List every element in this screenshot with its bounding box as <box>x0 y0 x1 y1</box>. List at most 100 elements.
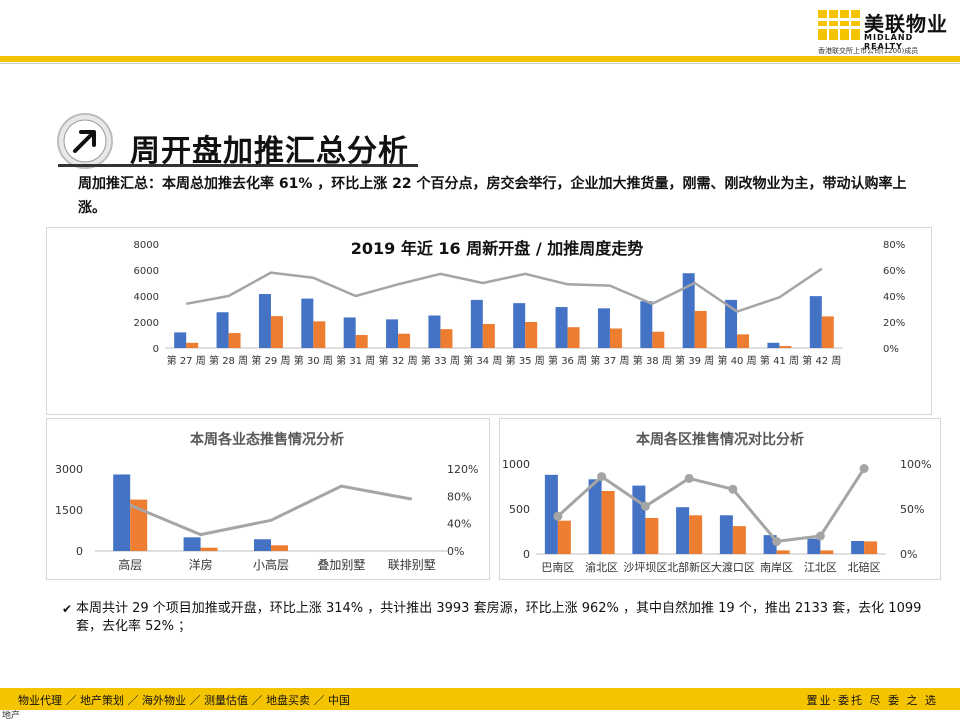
x-tick-label: 沙坪坝区 <box>623 560 667 574</box>
header-yellow-band <box>0 56 960 62</box>
bar-series-1 <box>113 474 131 551</box>
bar-series-2 <box>779 346 792 348</box>
line-series-rate <box>129 484 413 537</box>
y-tick-label: 0 <box>523 548 530 561</box>
district-chart: 本周各区推售情况对比分析050010000%50%100%巴南区 渝北区 沙坪坝区北… <box>502 431 931 574</box>
bar-series-1 <box>767 342 780 348</box>
bar-series-2 <box>398 333 411 348</box>
bar-series-2 <box>355 335 368 348</box>
bar-series-2 <box>567 327 580 348</box>
line-series-rate <box>556 467 866 543</box>
y-tick-label: 0 <box>76 545 83 558</box>
bar-series-1 <box>682 273 695 348</box>
x-tick-label: 小高层 <box>253 557 289 572</box>
y2-tick-label: 50% <box>900 503 924 516</box>
x-tick-label: 第 35 周 <box>506 354 545 367</box>
x-tick-label: 第 39 周 <box>675 354 714 367</box>
bar-series-1 <box>809 296 822 348</box>
bar-series-1 <box>428 315 441 348</box>
y2-tick-label: 0% <box>447 545 464 558</box>
x-tick-label: 第 29 周 <box>251 354 290 367</box>
bar-series-1 <box>725 299 738 348</box>
bar-series-1 <box>258 294 271 348</box>
x-tick-label: 第 37 周 <box>590 354 629 367</box>
corner-label: 地产 <box>2 711 21 721</box>
y2-tick-label: 0% <box>900 548 917 561</box>
logo-sub-text: 香港联交所上市公司(1200)成员 <box>818 47 919 55</box>
bar-series-1 <box>676 507 690 554</box>
bar-series-2 <box>482 323 495 348</box>
weekly-trend-chart: 2019 年近 16 周新开盘 / 加推周度走势 0 2000 4000 6000 800… <box>134 239 906 367</box>
y-tick-label: 500 <box>509 503 530 516</box>
line-point <box>597 472 607 482</box>
line-point <box>728 484 738 494</box>
bar-series-1 <box>544 474 558 554</box>
bar-series-1 <box>254 539 271 551</box>
y-tick-label: 8000 <box>134 240 159 251</box>
bar-series-2 <box>271 545 288 551</box>
bar-series-1 <box>851 540 865 554</box>
property-type-chart: 本周各业态推售情况分析 0 1500 3000 0% 40% 80% 120% 高层 洋房 小高层 叠… <box>55 431 478 572</box>
bar-series-1 <box>719 515 733 554</box>
x-tick-label: 北部新区 <box>667 560 711 574</box>
header-divider <box>0 63 960 64</box>
line-point <box>553 511 563 521</box>
y2-tick-label: 40% <box>447 518 471 531</box>
bar-series-2 <box>525 322 538 348</box>
bar-series-1 <box>470 299 483 348</box>
bar-series-1 <box>640 301 653 348</box>
x-tick-label: 南岸区 <box>760 561 793 574</box>
bar-series-1 <box>555 307 568 348</box>
chart-title: 2019 年近 16 周新开盘 / 加推周度走势 <box>351 239 644 258</box>
chart-title: 本周各区推售情况对比分析 <box>636 431 804 448</box>
chart-title: 本周各业态推售情况分析 <box>190 431 344 448</box>
logo-en-text: MIDLAND REALTY <box>864 33 914 51</box>
bar-series-1 <box>807 538 821 554</box>
y-tick-label: 1500 <box>55 504 83 517</box>
bar-series-2 <box>652 331 665 348</box>
bar-series-1 <box>386 319 399 348</box>
checkmark-icon: ✔ <box>62 602 73 616</box>
arrow-badge-icon <box>57 113 113 169</box>
line-point <box>640 501 650 511</box>
x-tick-label: 第 41 周 <box>760 354 799 367</box>
bar-series-2 <box>200 547 218 551</box>
y2-tick-label: 80% <box>447 490 471 503</box>
bar-series-2 <box>645 518 659 554</box>
y-tick-label: 2000 <box>134 318 159 329</box>
y-tick-label: 6000 <box>134 266 159 277</box>
x-tick-label: 第 30 周 <box>294 354 333 367</box>
bar-series-2 <box>737 334 750 348</box>
line-point <box>772 536 782 546</box>
bar-series-2 <box>689 515 703 554</box>
bar-series-2 <box>557 520 571 554</box>
x-tick-label: 叠加别墅 <box>317 558 365 572</box>
bar-series-1 <box>174 332 187 348</box>
x-tick-label: 第 42 周 <box>802 354 841 367</box>
y-tick-label: 4000 <box>134 292 159 303</box>
x-tick-label: 大渡口区 <box>711 560 755 574</box>
page-title: 周开盘加推汇总分析 <box>130 134 409 169</box>
midland-logo-mark-icon <box>818 10 860 40</box>
bar-series-1 <box>632 485 646 554</box>
y-tick-label: 3000 <box>55 463 83 476</box>
bar-series-2 <box>440 329 453 348</box>
y2-tick-label: 80% <box>883 240 905 251</box>
bar-series-2 <box>776 550 790 554</box>
x-tick-label: 江北区 <box>804 561 837 574</box>
bar-series-2 <box>821 316 834 348</box>
x-tick-label: 第 31 周 <box>336 354 375 367</box>
y2-tick-label: 20% <box>883 318 905 329</box>
line-point <box>815 531 825 541</box>
bar-series-2 <box>864 541 878 554</box>
bar-series-1 <box>216 312 229 348</box>
x-tick-label: 第 40 周 <box>718 354 757 367</box>
bar-series-2 <box>270 316 283 348</box>
note-paragraph: ✔ 本周共计 29 个项目加推或开盘，环比上涨 314% ，共计推出 3993 … <box>62 600 922 636</box>
title-underline <box>58 164 418 167</box>
x-tick-label: 第 34 周 <box>463 354 502 367</box>
x-tick-label: 第 32 周 <box>379 354 418 367</box>
y2-tick-label: 60% <box>883 266 905 277</box>
y2-tick-label: 40% <box>883 292 905 303</box>
x-tick-label: 第 33 周 <box>421 354 460 367</box>
